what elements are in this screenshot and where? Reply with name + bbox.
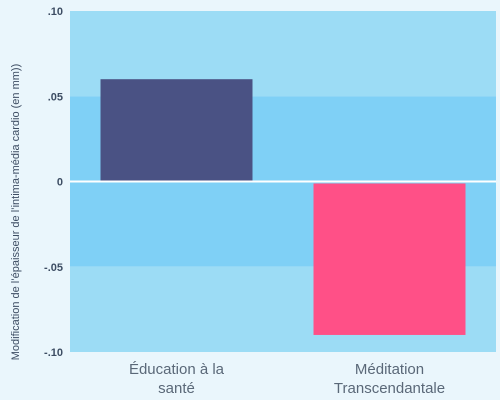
x-category-label: Méditation: [355, 361, 424, 378]
y-axis-label: Modification de l’épaisseur de l’intima-…: [10, 64, 22, 361]
y-tick-label: 0: [57, 177, 63, 189]
bars: [100, 79, 466, 335]
y-tick-labels: .10 .05 0 -.05 -.10: [44, 6, 63, 359]
x-category-label: Transcendantale: [334, 380, 445, 397]
y-tick-label: .10: [48, 6, 63, 18]
y-tick-label: .05: [48, 91, 63, 103]
y-tick-label: -.05: [44, 262, 63, 274]
x-category-label: santé: [158, 380, 195, 397]
bar: [313, 183, 466, 335]
bar: [100, 79, 253, 181]
x-category-labels: Éducation à la santé Méditation Transcendan…: [129, 361, 445, 397]
x-category-label: Éducation à la: [129, 361, 225, 378]
y-tick-label: -.10: [44, 347, 63, 359]
